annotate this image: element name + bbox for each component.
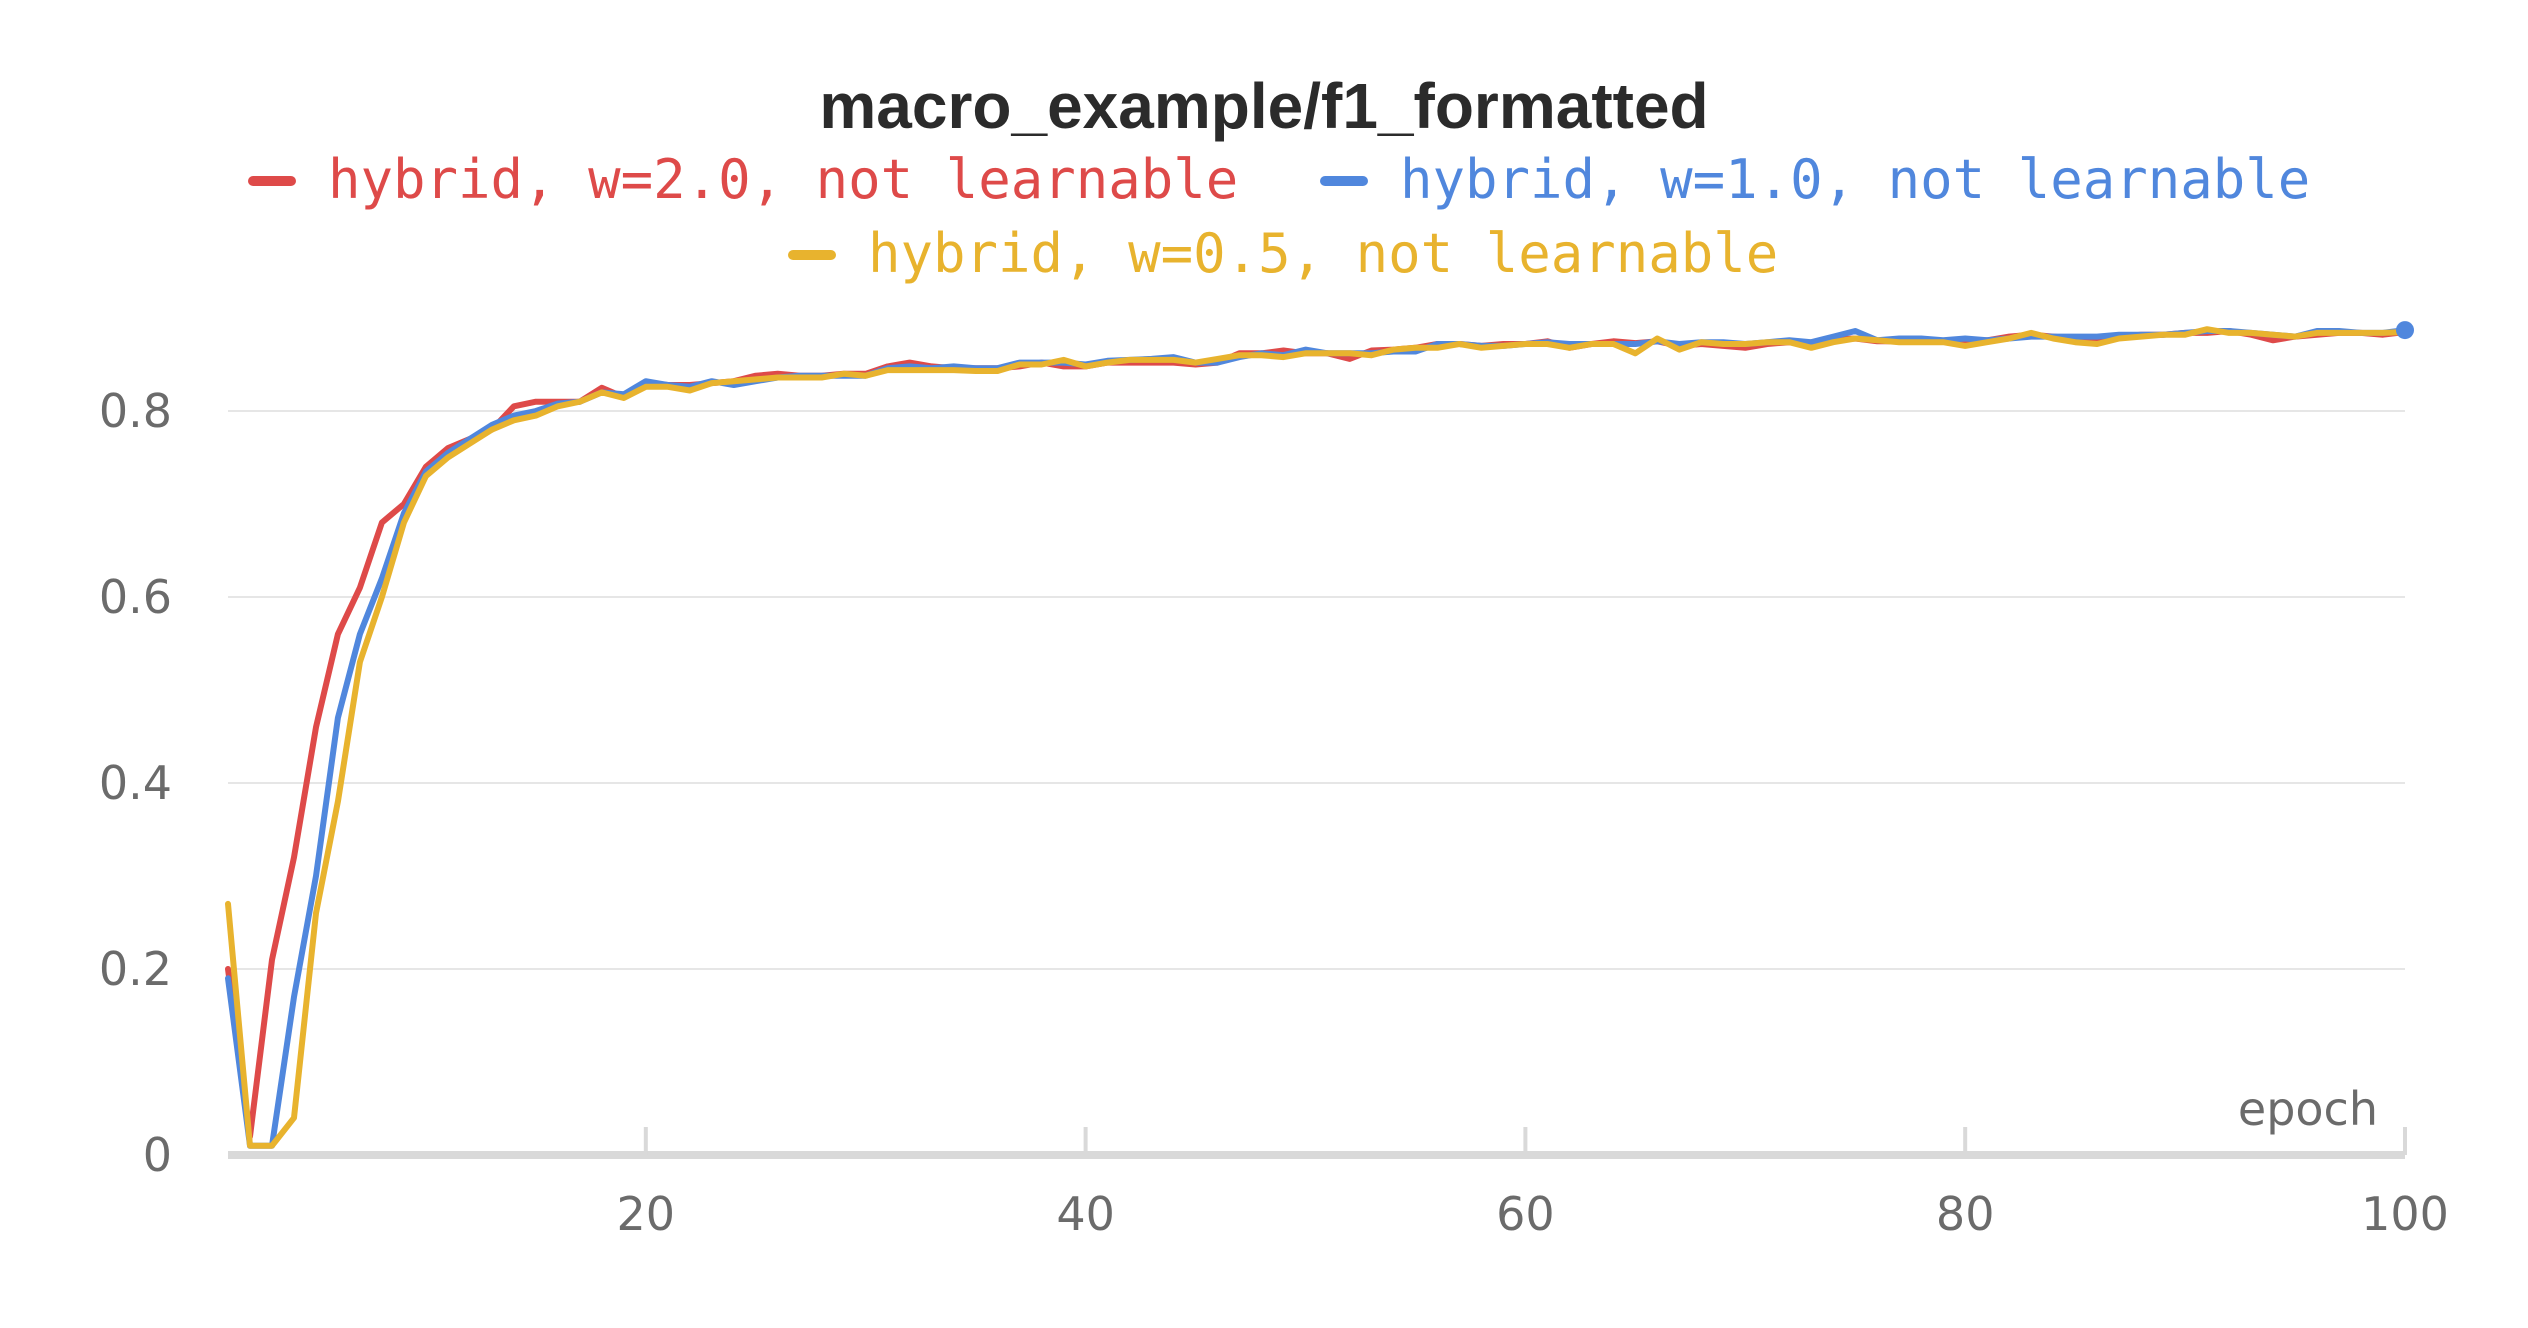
legend-swatch [1320,176,1368,186]
y-tick-label: 0.6 [99,570,172,624]
y-tick-label: 0.2 [99,942,172,996]
series-group [225,321,2414,1149]
chart-title: macro_example/f1_formatted [819,70,1708,142]
legend-swatch [788,250,836,260]
y-axis-ticks: 0 0.2 0.4 0.6 0.8 [99,384,172,1182]
legend-item-2[interactable]: hybrid, w=1.0, not learnable [1320,148,2310,211]
legend-label: hybrid, w=2.0, not learnable [328,148,1238,211]
legend-label: hybrid, w=1.0, not learnable [1400,148,2310,211]
x-tick-label: 40 [1056,1187,1115,1241]
legend-swatch [248,176,296,186]
series-end-point [2396,321,2414,340]
x-tick-label: 100 [2361,1187,2449,1241]
series-line-3 [225,326,2408,1149]
legend-item-1[interactable]: hybrid, w=2.0, not learnable [248,148,1238,211]
legend-label: hybrid, w=0.5, not learnable [868,222,1778,285]
x-tick-label: 20 [617,1187,676,1241]
series-line-1 [225,328,2408,1140]
x-axis-label: epoch [2238,1082,2378,1136]
y-tick-label: 0.4 [99,756,172,810]
series-line-2 [225,327,2408,1149]
legend: hybrid, w=2.0, not learnable hybrid, w=1.… [248,148,2310,285]
legend-item-3[interactable]: hybrid, w=0.5, not learnable [788,222,1778,285]
x-tick-label: 80 [1936,1187,1995,1241]
y-tick-label: 0.8 [99,384,172,438]
grid [228,410,2405,970]
y-tick-label: 0 [143,1128,172,1182]
x-axis: 20 40 60 80 100 [228,1127,2449,1241]
x-tick-label: 60 [1496,1187,1555,1241]
